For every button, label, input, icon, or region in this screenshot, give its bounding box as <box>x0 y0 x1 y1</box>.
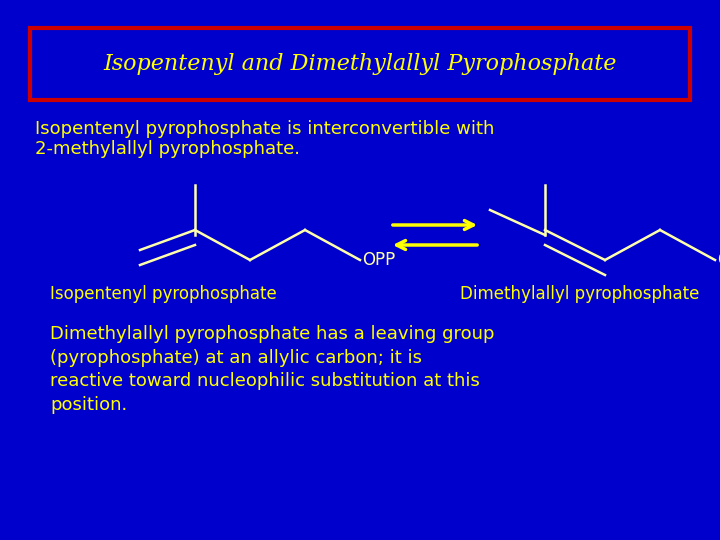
Text: Isopentenyl pyrophosphate: Isopentenyl pyrophosphate <box>50 285 276 303</box>
Text: OPP: OPP <box>717 251 720 269</box>
Text: Dimethylallyl pyrophosphate: Dimethylallyl pyrophosphate <box>460 285 699 303</box>
Text: Isopentenyl pyrophosphate is interconvertible with: Isopentenyl pyrophosphate is interconver… <box>35 120 495 138</box>
Text: Isopentenyl and Dimethylallyl Pyrophosphate: Isopentenyl and Dimethylallyl Pyrophosph… <box>103 53 617 75</box>
Text: Dimethylallyl pyrophosphate has a leaving group
(pyrophosphate) at an allylic ca: Dimethylallyl pyrophosphate has a leavin… <box>50 325 495 414</box>
Bar <box>30 28 690 100</box>
Text: 2-methylallyl pyrophosphate.: 2-methylallyl pyrophosphate. <box>35 140 300 158</box>
Text: OPP: OPP <box>362 251 395 269</box>
